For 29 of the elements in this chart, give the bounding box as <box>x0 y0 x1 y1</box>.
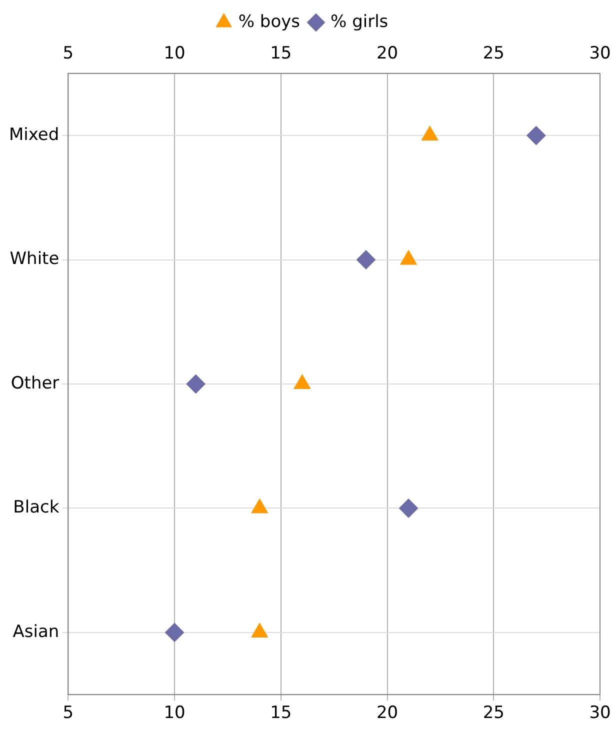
legend-label: % girls <box>330 12 388 32</box>
y-tick-label: White <box>10 249 60 270</box>
point <box>422 126 438 141</box>
x-tick-label: 25 <box>482 703 504 724</box>
point <box>294 374 310 389</box>
point <box>165 622 184 642</box>
x2-tick-label: 15 <box>270 44 292 64</box>
point <box>186 374 206 394</box>
x2-tick-label: 10 <box>164 44 186 64</box>
point <box>251 622 268 638</box>
point <box>400 250 417 265</box>
point <box>399 498 418 518</box>
x2-tick-label: 30 <box>589 44 611 64</box>
x-tick-label: 5 <box>62 703 74 724</box>
y-tick-label: Mixed <box>8 124 60 145</box>
x2-tick-label: 5 <box>62 44 74 64</box>
point <box>251 498 268 514</box>
legend-label: % boys <box>238 12 300 32</box>
x2-tick-label: 20 <box>376 44 398 64</box>
x-tick-label: 30 <box>589 703 611 724</box>
point <box>356 250 376 270</box>
y-tick-label: Other <box>10 373 60 394</box>
y-tick-label: Black <box>13 498 60 518</box>
x-tick-label: 20 <box>376 703 398 724</box>
x-tick-label: 10 <box>164 703 186 724</box>
y-tick-label: Asian <box>12 622 60 642</box>
x-tick-label: 15 <box>270 703 292 724</box>
point <box>526 126 546 146</box>
x2-tick-label: 25 <box>482 44 504 64</box>
